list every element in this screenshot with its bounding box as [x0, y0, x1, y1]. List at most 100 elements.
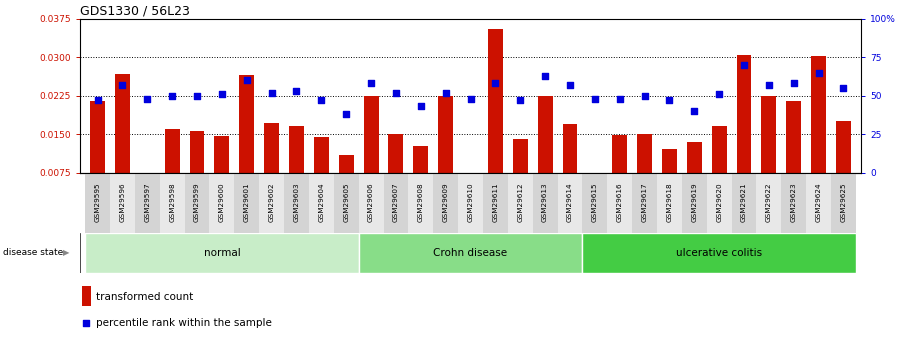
Bar: [289, 126, 304, 211]
Bar: [762, 96, 776, 211]
Bar: [562, 124, 578, 211]
Point: [289, 88, 303, 94]
Bar: [637, 134, 652, 211]
Point: [737, 62, 752, 68]
Bar: [359, 233, 582, 273]
Text: disease state: disease state: [3, 248, 63, 257]
Bar: [687, 142, 701, 211]
Bar: [582, 233, 856, 273]
Bar: [363, 96, 379, 211]
Point: [662, 98, 677, 103]
Point: [612, 96, 627, 101]
Text: GSM29607: GSM29607: [393, 183, 399, 223]
Bar: [711, 126, 727, 211]
Point: [687, 108, 701, 114]
Point: [812, 70, 826, 76]
Point: [513, 98, 527, 103]
Text: GSM29599: GSM29599: [194, 183, 200, 223]
Point: [140, 96, 155, 101]
Text: GSM29615: GSM29615: [592, 183, 598, 223]
Point: [537, 73, 552, 79]
Point: [638, 93, 652, 99]
Text: GSM29600: GSM29600: [219, 183, 225, 223]
Point: [363, 81, 378, 86]
Text: GSM29614: GSM29614: [567, 183, 573, 223]
Bar: [115, 74, 130, 211]
Text: Crohn disease: Crohn disease: [434, 248, 507, 258]
Point: [563, 82, 578, 88]
Point: [314, 98, 329, 103]
Text: GSM29612: GSM29612: [517, 183, 523, 223]
Text: normal: normal: [203, 248, 241, 258]
Bar: [836, 121, 851, 211]
Text: GSM29597: GSM29597: [144, 183, 150, 223]
Text: ulcerative colitis: ulcerative colitis: [676, 248, 763, 258]
Text: GSM29610: GSM29610: [467, 183, 474, 223]
Point: [762, 82, 776, 88]
Point: [836, 85, 851, 91]
Point: [588, 96, 602, 101]
Text: GSM29603: GSM29603: [293, 183, 300, 223]
Bar: [414, 146, 428, 211]
Text: GSM29598: GSM29598: [169, 183, 175, 223]
Text: GSM29611: GSM29611: [492, 183, 498, 223]
Bar: [737, 55, 752, 211]
Bar: [214, 136, 230, 211]
Text: GSM29620: GSM29620: [716, 183, 722, 223]
Text: GSM29595: GSM29595: [95, 183, 100, 223]
Text: GSM29613: GSM29613: [542, 183, 548, 223]
Bar: [339, 155, 353, 211]
Point: [264, 90, 279, 96]
Text: GSM29602: GSM29602: [269, 183, 274, 223]
Point: [339, 111, 353, 117]
Text: GSM29606: GSM29606: [368, 183, 374, 223]
Bar: [314, 137, 329, 211]
Bar: [90, 101, 105, 211]
Point: [463, 96, 477, 101]
Point: [711, 91, 726, 97]
Bar: [811, 56, 826, 211]
Text: GSM29617: GSM29617: [641, 183, 648, 223]
Point: [786, 81, 801, 86]
Point: [115, 82, 129, 88]
Bar: [85, 233, 359, 273]
Point: [79, 320, 94, 325]
Point: [389, 90, 404, 96]
Bar: [240, 75, 254, 211]
Text: GSM29609: GSM29609: [443, 183, 449, 223]
Bar: [786, 101, 801, 211]
Text: GSM29621: GSM29621: [741, 183, 747, 223]
Text: GSM29625: GSM29625: [841, 183, 846, 223]
Text: GSM29601: GSM29601: [244, 183, 250, 223]
Text: GSM29624: GSM29624: [815, 183, 822, 223]
Point: [438, 90, 453, 96]
Bar: [264, 123, 279, 211]
Text: GSM29616: GSM29616: [617, 183, 623, 223]
Bar: [612, 135, 627, 211]
Text: transformed count: transformed count: [96, 292, 193, 302]
Bar: [513, 139, 527, 211]
Text: GSM29605: GSM29605: [343, 183, 349, 223]
Text: GSM29604: GSM29604: [318, 183, 324, 223]
Bar: [488, 29, 503, 211]
Point: [414, 104, 428, 109]
Text: percentile rank within the sample: percentile rank within the sample: [96, 317, 271, 327]
Bar: [189, 130, 204, 211]
Bar: [662, 149, 677, 211]
Bar: [388, 134, 404, 211]
Text: GSM29619: GSM29619: [691, 183, 697, 223]
Point: [240, 78, 254, 83]
Point: [165, 93, 179, 99]
Point: [488, 81, 503, 86]
Text: GSM29608: GSM29608: [418, 183, 424, 223]
Text: GDS1330 / 56L23: GDS1330 / 56L23: [80, 5, 190, 18]
Bar: [537, 96, 553, 211]
Point: [90, 98, 105, 103]
Text: GSM29623: GSM29623: [791, 183, 797, 223]
Bar: [165, 129, 179, 211]
Point: [189, 93, 204, 99]
Text: GSM29622: GSM29622: [766, 183, 772, 223]
Point: [215, 91, 230, 97]
Text: ▶: ▶: [63, 248, 70, 257]
Bar: [82, 286, 91, 306]
